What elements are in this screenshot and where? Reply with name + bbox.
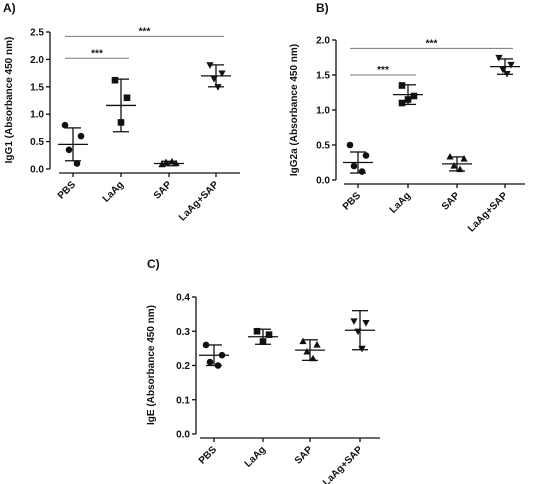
x-tick-label: SAP xyxy=(152,179,175,202)
y-tick-label: 2.5 xyxy=(30,28,44,39)
panel-label: B) xyxy=(316,1,329,15)
x-tick-label: LaAg xyxy=(101,179,126,204)
panel: C) IgE (Absorbance 450 nm) 0.0 0.1 0.2 0.3 0.4… xyxy=(146,257,380,484)
y-tick-label: 0.3 xyxy=(176,327,190,338)
x-tick-label: LaAg xyxy=(243,444,268,469)
data-point xyxy=(350,318,358,325)
data-point xyxy=(313,340,321,348)
data-point xyxy=(218,70,226,78)
data-point xyxy=(450,162,458,169)
y-tick-label: 1.0 xyxy=(30,110,44,121)
y-tick-label: 2.0 xyxy=(316,36,330,47)
panel-label: A) xyxy=(3,1,16,15)
significance-label: *** xyxy=(377,65,389,76)
data-point xyxy=(410,92,418,100)
y-axis-label: IgG1 (Absorbance 450 nm) xyxy=(4,37,15,164)
y-tick-label: 0.0 xyxy=(176,430,190,441)
y-tick-label: 0.0 xyxy=(30,165,44,176)
y-tick-label: 0.4 xyxy=(176,293,190,304)
data-point xyxy=(398,82,406,89)
data-point xyxy=(398,99,406,107)
y-tick-label: 0.2 xyxy=(176,361,190,372)
data-point xyxy=(65,146,73,154)
data-point xyxy=(111,76,119,84)
data-point xyxy=(73,160,81,167)
y-axis-label: IgE (Absorbance 450 nm) xyxy=(146,305,157,425)
x-tick-label: PBS xyxy=(197,444,220,467)
data-point xyxy=(206,62,214,69)
y-tick-label: 0.5 xyxy=(30,137,44,148)
data-point xyxy=(309,354,317,362)
data-point xyxy=(253,327,261,335)
y-tick-label: 0.5 xyxy=(316,141,330,152)
panel-label: C) xyxy=(147,257,160,271)
data-point xyxy=(446,152,454,160)
data-point xyxy=(265,331,273,338)
x-tick-label: LaAg+SAP xyxy=(321,444,365,484)
data-point xyxy=(61,121,69,129)
data-point xyxy=(362,152,370,159)
data-point xyxy=(495,54,503,62)
y-tick-label: 2.0 xyxy=(30,55,44,66)
x-tick-label: PBS xyxy=(56,179,79,202)
y-tick-label: 1.5 xyxy=(316,71,330,82)
y-tick-label: 0.0 xyxy=(316,176,330,187)
data-point xyxy=(206,358,214,366)
data-point xyxy=(77,132,85,140)
data-point xyxy=(299,337,307,345)
panel: B) IgG2a (Absorbance 450 nm) 0.0 0.5 1.0 1.5 2… xyxy=(289,1,525,234)
x-tick-label: SAP xyxy=(440,190,463,213)
data-point xyxy=(362,320,370,327)
data-point xyxy=(460,155,468,162)
data-point xyxy=(303,347,311,355)
x-tick-label: SAP xyxy=(293,444,316,467)
y-tick-label: 1.5 xyxy=(30,82,44,93)
data-point xyxy=(346,141,354,149)
y-tick-label: 0.1 xyxy=(176,395,190,406)
data-point xyxy=(358,168,366,175)
panel: A) IgG1 (Absorbance 450 nm) 0.0 0.5 1.0 1.5 2.… xyxy=(3,1,240,223)
significance-label: *** xyxy=(139,26,151,37)
significance-label: *** xyxy=(91,48,103,59)
x-tick-label: LaAg xyxy=(388,190,413,215)
data-point xyxy=(507,61,515,69)
data-point xyxy=(350,162,358,170)
y-tick-label: 1.0 xyxy=(316,106,330,117)
x-tick-label: PBS xyxy=(341,190,364,213)
x-tick-label: LaAg+SAP xyxy=(177,179,221,223)
y-axis-label: IgG2a (Absorbance 450 nm) xyxy=(289,44,300,176)
significance-label: *** xyxy=(426,38,438,49)
x-tick-label: LaAg+SAP xyxy=(466,190,510,234)
data-point xyxy=(123,94,131,102)
